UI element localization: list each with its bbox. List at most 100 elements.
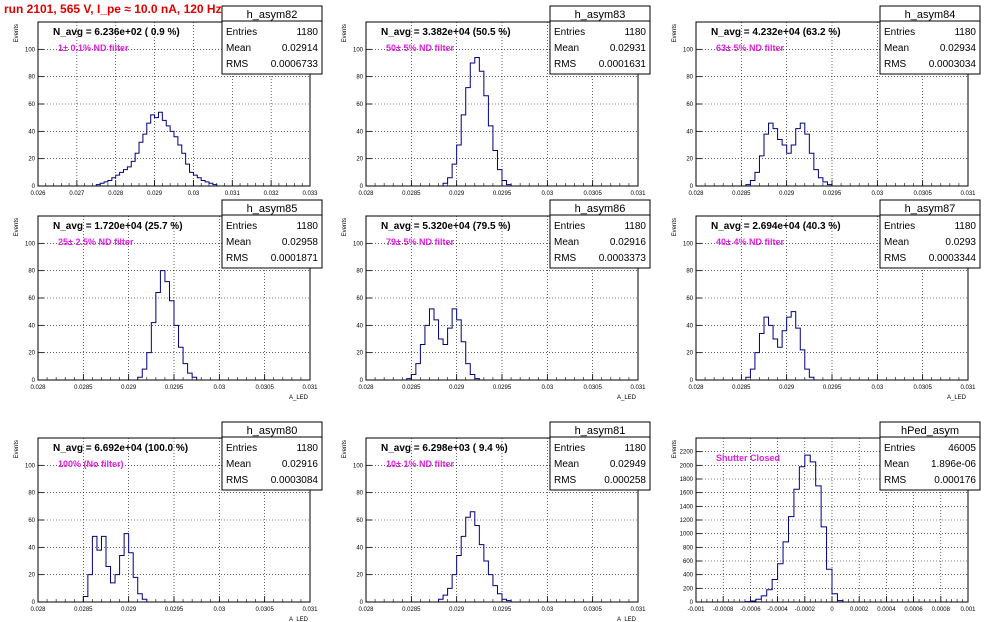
y-tick-label: 0 [690,378,694,384]
stats-value: 1180 [296,221,318,232]
stats-value: 0.02916 [610,237,647,248]
stats-label: Mean [884,459,909,470]
x-axis-label: A_LED [289,395,309,401]
stats-box: h_asym87 Entries 1180 Mean 0.0293 RMS 0.000334… [879,199,981,269]
x-tick-label: 0.029 [449,191,465,197]
y-tick-label: 100 [683,47,694,53]
stats-label: RMS [554,253,577,264]
stats-value: 0.000176 [934,475,976,486]
y-axis-label: Events [342,440,348,458]
n-avg-annotation: N_avg = 6.692e+04 (100.0 %) [53,443,188,454]
stats-value: 0.02934 [940,43,977,54]
stats-box: h_asym85 Entries 1180 Mean 0.02958 RMS 0.00018… [221,199,323,269]
stats-label: Mean [226,237,251,248]
histogram-panel-h_asym87: 0.028 0.0285 0.029 0.0295 0.03 0.0305 0.031 0 20… [672,199,981,401]
n-avg-annotation: N_avg = 2.694e+04 (40.3 %) [711,221,841,232]
stats-box-frame [221,5,323,75]
x-tick-label: -0.001 [687,607,705,613]
x-tick-label: 0.0004 [877,607,896,613]
histogram-series [744,454,844,603]
x-tick-label: 0.0285 [402,385,421,391]
stats-value: 0.02958 [282,237,319,248]
x-tick-label: 0.0305 [583,607,602,613]
y-tick-label: 20 [686,157,693,163]
stats-value: 1180 [296,27,318,38]
y-axis-label: Events [14,24,20,42]
x-tick-label: 0.028 [108,191,124,197]
stats-value: 0.0001631 [599,59,647,70]
histogram-series [95,111,218,186]
y-tick-label: 100 [25,241,36,247]
y-tick-label: 20 [28,351,35,357]
stats-value: 1180 [954,27,976,38]
x-tick-label: 0.0295 [823,191,842,197]
x-tick-label: 0.0002 [850,607,869,613]
stats-box-title: h_asym87 [905,203,956,215]
filter-label: 40± 4% ND filter [716,237,784,247]
y-tick-label: 0 [32,600,36,606]
x-tick-label: 0 [830,607,834,613]
histogram-panel-h_asym86: 0.028 0.0285 0.029 0.0295 0.03 0.0305 0.031 0 20… [342,199,651,401]
x-tick-label: 0.0008 [932,607,951,613]
filter-label: 25± 2.5% ND filter [58,237,134,247]
stats-value: 0.0003084 [271,475,319,486]
y-tick-label: 2000 [680,463,694,469]
stats-box-frame [549,199,651,269]
x-tick-label: 0.03 [188,191,200,197]
x-tick-label: 0.029 [147,191,163,197]
x-tick-label: 0.031 [630,385,646,391]
histogram-series [442,57,512,186]
x-tick-label: 0.031 [630,191,646,197]
n-avg-annotation: N_avg = 1.720e+04 (25.7 %) [53,221,183,232]
x-tick-label: 0.0305 [583,385,602,391]
n-avg-annotation: N_avg = 5.320e+04 (79.5 %) [381,221,511,232]
stats-box: h_asym84 Entries 1180 Mean 0.02934 RMS 0.00030… [879,5,981,75]
x-tick-label: 0.0295 [493,191,512,197]
stats-box-frame [221,421,323,491]
y-tick-label: 20 [356,351,363,357]
stats-value: 0.02914 [282,43,319,54]
y-tick-label: 60 [28,518,35,524]
x-tick-label: 0.0285 [732,191,751,197]
stats-label: Mean [226,43,251,54]
x-tick-label: 0.029 [121,385,137,391]
y-tick-label: 20 [356,573,363,579]
y-tick-label: 20 [28,573,35,579]
stats-box-title: h_asym84 [905,9,956,21]
histogram-panel-hPed_asym: -0.001 -0.0008 -0.0006 -0.0004 -0.0002 0 0.000… [672,421,981,613]
x-tick-label: 0.028 [30,607,46,613]
x-tick-label: 0.0295 [165,607,184,613]
stats-box-frame [879,421,981,491]
y-tick-label: 40 [356,545,363,551]
y-tick-label: 100 [25,463,36,469]
y-tick-label: 100 [25,47,36,53]
y-tick-label: 0 [690,600,694,606]
histogram-series [82,533,148,602]
n-avg-annotation: N_avg = 6.298e+03 ( 9.4 %) [381,443,508,454]
y-axis-label: Events [342,218,348,236]
histogram-panel-h_asym80: 0.028 0.0285 0.029 0.0295 0.03 0.0305 0.031 0 20… [14,421,323,622]
stats-value: 1180 [954,221,976,232]
histogram-series [406,308,480,380]
x-tick-label: 0.029 [779,385,795,391]
x-tick-label: 0.0295 [165,385,184,391]
x-axis-label: A_LED [289,617,309,622]
y-tick-label: 60 [686,102,693,108]
stats-label: Entries [554,221,585,232]
stats-value: 0.0293 [945,237,976,248]
x-tick-label: 0.0295 [823,385,842,391]
x-tick-label: 0.028 [30,385,46,391]
x-tick-label: 0.033 [302,191,318,197]
y-tick-label: 1000 [680,532,694,538]
x-axis-label: A_LED [947,395,967,401]
histogram-series [137,270,198,380]
y-tick-label: 100 [353,47,364,53]
x-tick-label: 0.03 [541,191,553,197]
x-tick-label: 0.027 [69,191,85,197]
y-tick-label: 80 [28,491,35,497]
stats-box-title: h_asym81 [575,425,626,437]
x-tick-label: -0.0002 [795,607,816,613]
x-tick-label: 0.03 [541,607,553,613]
y-axis-label: Events [672,24,678,42]
stats-label: Entries [226,221,257,232]
